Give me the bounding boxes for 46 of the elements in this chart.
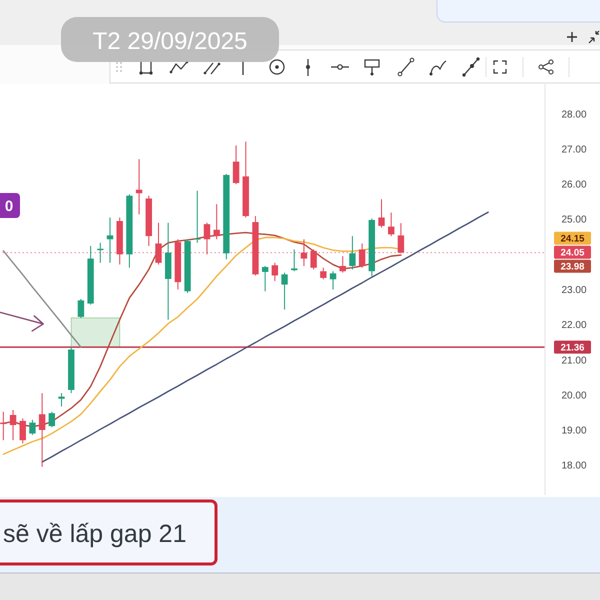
candlestick — [349, 236, 356, 270]
candlestick — [204, 222, 210, 255]
candlestick — [358, 242, 366, 268]
line-series — [2, 250, 82, 348]
candlestick — [398, 222, 404, 254]
candlestick — [38, 392, 46, 468]
ref-line-label: 24.05 — [560, 248, 586, 259]
text: T2 29/09/2025 — [92, 28, 248, 55]
ref-line-label: 21.36 — [560, 342, 584, 354]
y-tick-label: 18.00 — [561, 460, 587, 472]
candlestick — [48, 411, 56, 428]
y-tick-label: 23.00 — [561, 285, 587, 296]
y-tick-label: 26.00 — [561, 180, 587, 191]
candlestick — [262, 265, 268, 292]
candlestick — [300, 238, 308, 266]
candlestick — [0, 411, 7, 441]
candlestick — [272, 262, 278, 282]
candlestick — [136, 158, 142, 215]
candlestick — [213, 204, 220, 240]
candlestick — [29, 419, 36, 436]
y-tick-label: 25.00 — [561, 214, 587, 226]
y-tick-label: 27.00 — [561, 144, 587, 156]
candlestick — [10, 409, 16, 441]
candlestick — [320, 267, 327, 280]
candlestick — [388, 212, 394, 237]
text: 24.15 — [560, 234, 586, 245]
candlestick — [155, 222, 162, 266]
y-tick-label: 20.00 — [561, 390, 587, 402]
candlestick — [310, 248, 317, 270]
candlestick — [340, 256, 346, 274]
y-tick-label: 21.00 — [561, 355, 587, 366]
annotation: 0 — [4, 198, 14, 215]
candlestick — [78, 298, 84, 318]
candlestick — [194, 190, 200, 244]
y-tick-label: 22.00 — [561, 320, 587, 332]
text: 23.98 — [560, 262, 584, 273]
text: sẽ về lấp gap 21 — [3, 520, 186, 548]
candlestick — [378, 198, 385, 228]
line-series — [41, 212, 489, 463]
candlestick — [20, 418, 26, 444]
candlestick — [281, 272, 288, 310]
candlestick — [330, 270, 336, 290]
candlestick — [232, 144, 240, 185]
y-tick-label: 28.00 — [561, 109, 587, 120]
y-tick-label: 19.00 — [561, 426, 587, 437]
candlestick — [106, 216, 114, 264]
